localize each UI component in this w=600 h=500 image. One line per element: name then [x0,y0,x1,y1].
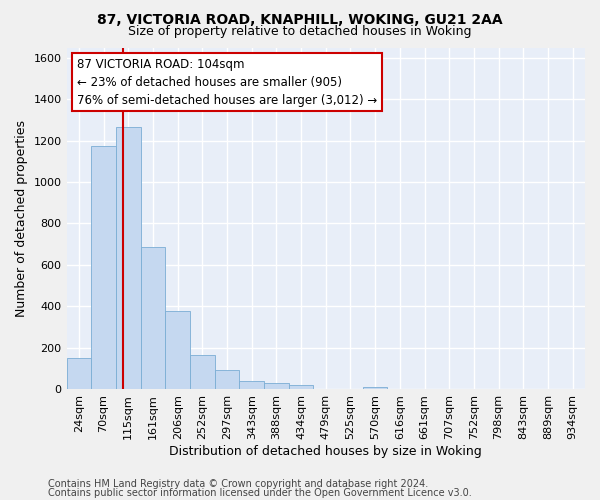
Bar [363,387,388,389]
Text: Size of property relative to detached houses in Woking: Size of property relative to detached ho… [128,25,472,38]
Text: Contains HM Land Registry data © Crown copyright and database right 2024.: Contains HM Land Registry data © Crown c… [48,479,428,489]
Bar [239,380,264,389]
Bar [140,247,165,389]
Bar [289,385,313,389]
Bar [91,146,116,389]
Bar [165,312,190,389]
Text: Contains public sector information licensed under the Open Government Licence v3: Contains public sector information licen… [48,488,472,498]
X-axis label: Distribution of detached houses by size in Woking: Distribution of detached houses by size … [169,444,482,458]
Bar [116,127,140,389]
Text: 87, VICTORIA ROAD, KNAPHILL, WOKING, GU21 2AA: 87, VICTORIA ROAD, KNAPHILL, WOKING, GU2… [97,12,503,26]
Y-axis label: Number of detached properties: Number of detached properties [15,120,28,316]
Bar [215,370,239,389]
Bar [67,358,91,389]
Bar [190,355,215,389]
Text: 87 VICTORIA ROAD: 104sqm
← 23% of detached houses are smaller (905)
76% of semi-: 87 VICTORIA ROAD: 104sqm ← 23% of detach… [77,58,377,106]
Bar [264,383,289,389]
